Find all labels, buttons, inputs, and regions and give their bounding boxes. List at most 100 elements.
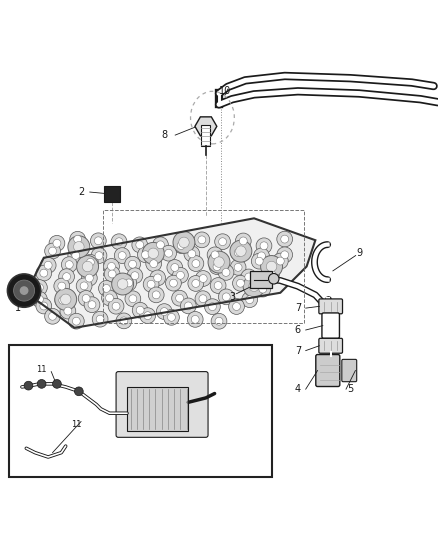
Circle shape (115, 238, 123, 246)
Circle shape (255, 257, 263, 265)
Circle shape (125, 256, 141, 272)
Circle shape (64, 307, 72, 315)
Circle shape (88, 301, 96, 309)
Circle shape (272, 253, 288, 269)
Circle shape (150, 270, 166, 286)
Circle shape (264, 266, 279, 282)
Circle shape (167, 260, 183, 276)
Circle shape (82, 254, 98, 270)
Circle shape (138, 247, 153, 263)
Circle shape (172, 290, 187, 306)
Circle shape (112, 302, 120, 310)
Circle shape (77, 255, 99, 278)
Circle shape (102, 285, 110, 293)
Bar (9, 345, 272, 477)
Circle shape (268, 273, 279, 284)
Circle shape (233, 303, 240, 310)
Circle shape (146, 256, 162, 271)
Circle shape (53, 379, 61, 388)
Circle shape (243, 275, 265, 297)
Bar (104, 187, 120, 202)
Circle shape (32, 292, 47, 307)
Circle shape (214, 281, 222, 289)
Circle shape (72, 317, 80, 325)
Circle shape (114, 248, 130, 263)
Circle shape (205, 299, 220, 314)
Circle shape (45, 243, 60, 259)
Circle shape (234, 263, 242, 271)
Circle shape (108, 270, 116, 278)
Circle shape (251, 253, 267, 269)
Circle shape (111, 234, 127, 249)
Text: 2: 2 (78, 187, 84, 197)
Circle shape (40, 302, 48, 310)
Circle shape (120, 317, 128, 325)
Circle shape (129, 260, 137, 268)
Circle shape (129, 295, 137, 303)
Circle shape (160, 308, 168, 316)
Circle shape (195, 291, 211, 306)
Circle shape (70, 231, 85, 247)
Circle shape (242, 292, 258, 308)
Circle shape (84, 297, 100, 312)
Circle shape (214, 257, 224, 268)
Circle shape (86, 259, 94, 266)
Circle shape (281, 235, 289, 243)
Circle shape (171, 263, 179, 271)
Circle shape (59, 269, 74, 285)
Circle shape (256, 238, 272, 254)
Circle shape (141, 251, 149, 259)
FancyBboxPatch shape (319, 338, 343, 353)
Text: 7: 7 (295, 345, 301, 356)
Circle shape (91, 233, 106, 249)
Circle shape (58, 282, 66, 290)
Text: 9: 9 (356, 248, 362, 259)
Circle shape (195, 271, 211, 286)
Circle shape (117, 279, 128, 289)
Circle shape (259, 285, 267, 293)
Text: 11: 11 (36, 365, 47, 374)
Circle shape (215, 317, 223, 325)
Circle shape (72, 252, 80, 260)
Circle shape (125, 291, 141, 306)
Circle shape (61, 257, 77, 272)
FancyBboxPatch shape (342, 359, 357, 382)
Circle shape (156, 304, 172, 319)
Circle shape (95, 252, 103, 260)
Circle shape (55, 288, 77, 310)
Circle shape (276, 257, 284, 265)
Circle shape (148, 287, 164, 303)
Circle shape (132, 302, 148, 318)
Circle shape (99, 280, 114, 296)
Circle shape (176, 294, 184, 302)
Circle shape (44, 261, 52, 269)
Circle shape (14, 280, 35, 301)
FancyBboxPatch shape (322, 313, 339, 338)
Circle shape (236, 246, 246, 256)
Circle shape (125, 279, 133, 287)
Circle shape (209, 259, 225, 274)
Circle shape (63, 273, 71, 280)
Circle shape (136, 306, 144, 314)
Circle shape (55, 293, 71, 308)
Circle shape (96, 315, 104, 323)
Circle shape (104, 266, 120, 282)
Circle shape (180, 298, 196, 314)
Circle shape (281, 251, 289, 259)
Circle shape (156, 241, 164, 249)
Circle shape (78, 290, 94, 306)
Circle shape (173, 231, 195, 253)
Circle shape (215, 234, 230, 249)
Circle shape (32, 280, 47, 295)
Circle shape (188, 256, 204, 271)
Circle shape (166, 275, 181, 291)
Text: 7: 7 (295, 303, 301, 313)
Circle shape (106, 294, 113, 302)
Circle shape (187, 311, 203, 327)
Circle shape (142, 243, 164, 264)
Circle shape (121, 275, 137, 291)
Text: 8: 8 (161, 130, 167, 140)
Polygon shape (26, 219, 315, 328)
Circle shape (144, 312, 152, 320)
Bar (127, 387, 188, 431)
